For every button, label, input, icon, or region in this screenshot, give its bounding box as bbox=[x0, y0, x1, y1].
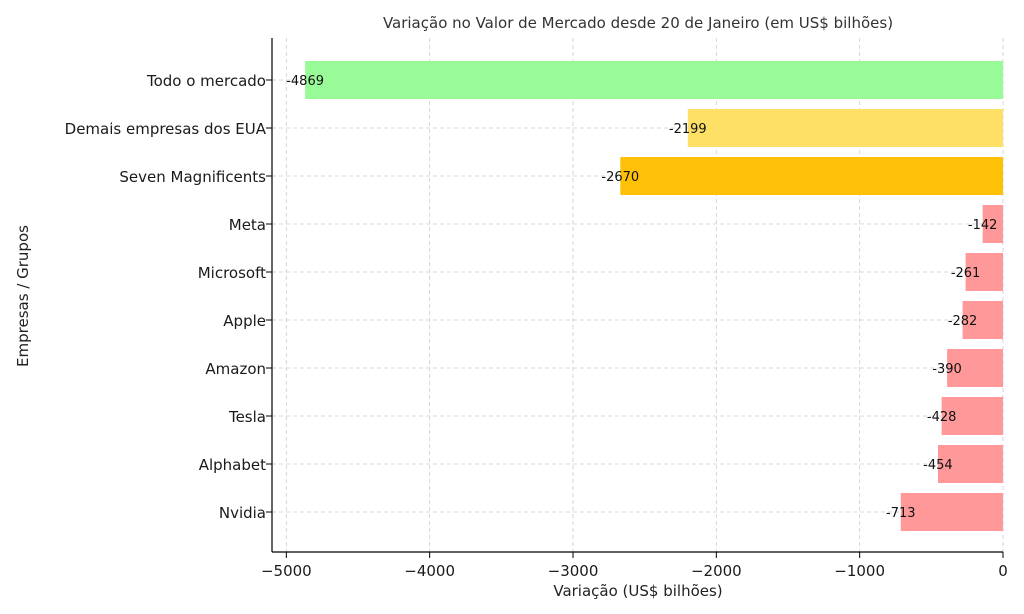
category-label: Microsoft bbox=[198, 264, 266, 282]
value-label: -390 bbox=[932, 362, 962, 377]
value-label: -4869 bbox=[286, 74, 324, 89]
category-label: Demais empresas dos EUA bbox=[65, 120, 267, 138]
value-labels: -4869 -2199 -2670 -142 -261 -282 -390 -428 -454 -… bbox=[286, 74, 997, 521]
value-label: -2670 bbox=[601, 170, 639, 185]
bar bbox=[687, 109, 1003, 147]
x-tick-label: 0 bbox=[998, 562, 1008, 580]
x-tick-label: −5000 bbox=[261, 562, 312, 580]
category-label: Seven Magnificents bbox=[119, 168, 266, 186]
category-label: Amazon bbox=[205, 360, 266, 378]
bar bbox=[941, 397, 1003, 435]
category-labels: Todo o mercado Demais empresas dos EUA Sev… bbox=[65, 72, 267, 522]
bar bbox=[900, 493, 1003, 531]
category-label: Tesla bbox=[228, 408, 266, 426]
bar bbox=[982, 205, 1003, 243]
x-tick-labels: −5000 −4000 −3000 −2000 −1000 0 bbox=[261, 562, 1008, 580]
x-tick-label: −3000 bbox=[548, 562, 599, 580]
category-label: Todo o mercado bbox=[146, 72, 266, 90]
bar bbox=[962, 301, 1003, 339]
bar bbox=[305, 61, 1003, 99]
bar bbox=[947, 349, 1003, 387]
x-axis-label: Variação (US$ bilhões) bbox=[553, 582, 722, 600]
value-label: -142 bbox=[968, 218, 998, 233]
value-label: -2199 bbox=[669, 122, 707, 137]
axes bbox=[266, 38, 1004, 558]
x-tick-label: −2000 bbox=[691, 562, 742, 580]
bars bbox=[305, 61, 1003, 531]
value-label: -261 bbox=[951, 266, 981, 281]
value-label: -428 bbox=[927, 410, 957, 425]
bar bbox=[965, 253, 1003, 291]
category-label: Alphabet bbox=[199, 456, 266, 474]
bar bbox=[937, 445, 1003, 483]
y-axis-label: Empresas / Grupos bbox=[14, 225, 32, 367]
chart-title: Variação no Valor de Mercado desde 20 de… bbox=[383, 14, 893, 32]
value-label: -454 bbox=[923, 458, 953, 473]
category-label: Apple bbox=[223, 312, 266, 330]
value-label: -713 bbox=[886, 506, 916, 521]
value-label: -282 bbox=[948, 314, 978, 329]
x-tick-label: −1000 bbox=[834, 562, 885, 580]
bar bbox=[620, 157, 1003, 195]
x-tick-label: −4000 bbox=[404, 562, 455, 580]
category-label: Nvidia bbox=[219, 504, 266, 522]
category-label: Meta bbox=[229, 216, 266, 234]
